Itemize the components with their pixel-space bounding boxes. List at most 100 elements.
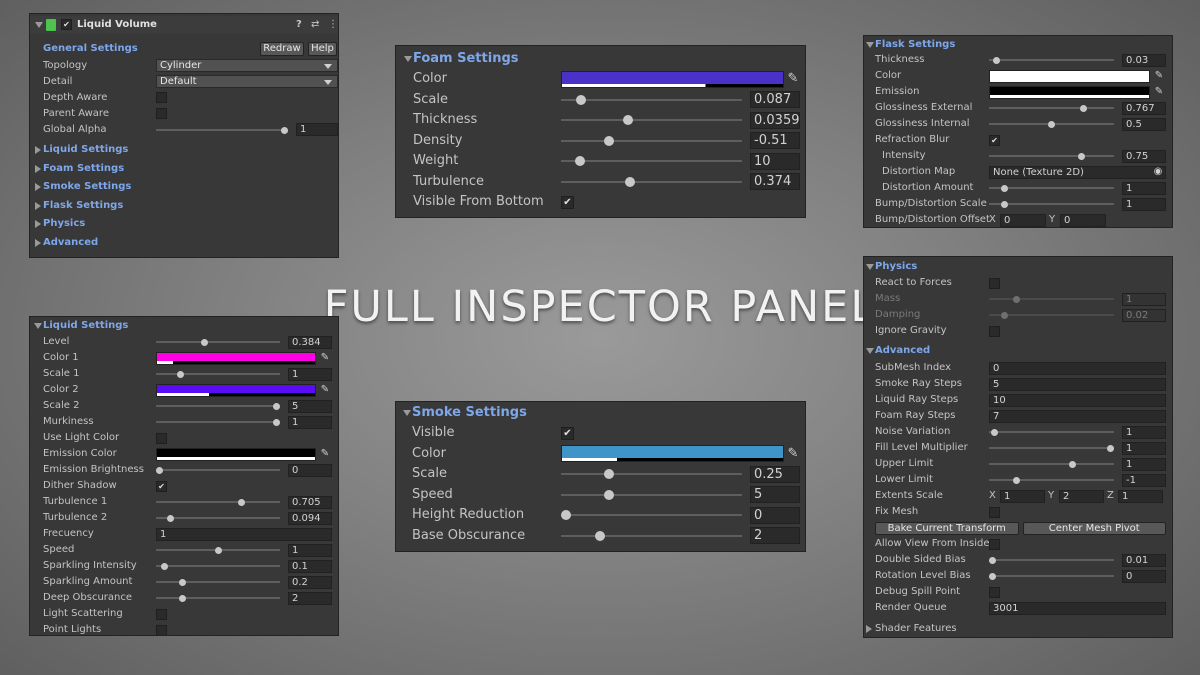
emission-color-color-swatch[interactable]	[156, 447, 316, 461]
sparkling-intensity-slider[interactable]	[156, 558, 280, 574]
emission-eyedropper-icon[interactable]: ✎	[1154, 86, 1164, 97]
fix-mesh-checkbox[interactable]	[989, 506, 1000, 518]
speed-field[interactable]: 5	[750, 486, 800, 504]
foldout-flask-settings[interactable]: Flask Settings	[30, 198, 338, 214]
glossiness-internal-field[interactable]: 0.5	[1122, 117, 1166, 131]
glossiness-external-slider[interactable]	[989, 100, 1114, 116]
scale-1-field[interactable]: 1	[288, 367, 332, 381]
foam-ray-steps-field[interactable]: 7	[989, 409, 1166, 423]
color-2-color-swatch[interactable]	[156, 383, 316, 397]
distortion-amount-slider[interactable]	[989, 180, 1114, 196]
color-eyedropper-icon[interactable]: ✎	[1154, 70, 1164, 81]
extents-scale-z-field[interactable]: 1	[1118, 489, 1163, 503]
foldout-liquid-settings[interactable]: Liquid Settings	[30, 142, 338, 158]
foldout-advanced[interactable]: Advanced	[30, 235, 338, 251]
rotation-level-bias-slider-knob[interactable]	[989, 572, 996, 580]
component-enabled-checkbox[interactable]: ✔	[61, 19, 72, 30]
base-obscurance-field[interactable]: 2	[750, 527, 800, 545]
foldout-physics[interactable]: Physics	[30, 216, 338, 232]
scale-field[interactable]: 0.25	[750, 465, 800, 483]
speed-slider[interactable]	[156, 542, 280, 558]
turbulence-slider[interactable]	[561, 172, 742, 193]
physics-header[interactable]: Physics	[864, 259, 1172, 275]
lower-limit-slider[interactable]	[989, 472, 1114, 488]
fill-level-multiplier-field[interactable]: 1	[1122, 441, 1166, 455]
emission-brightness-field[interactable]: 0	[288, 463, 332, 477]
depth-aware-checkbox[interactable]	[156, 92, 167, 103]
fill-level-multiplier-slider[interactable]	[989, 440, 1114, 456]
intensity-field[interactable]: 0.75	[1122, 149, 1166, 163]
rotation-level-bias-field[interactable]: 0	[1122, 569, 1166, 583]
double-sided-bias-field[interactable]: 0.01	[1122, 553, 1166, 567]
flask-settings-header[interactable]: Flask Settings	[864, 37, 1172, 53]
use-light-color-checkbox[interactable]	[156, 432, 167, 444]
parent-aware-checkbox[interactable]	[156, 108, 167, 119]
base-obscurance-slider[interactable]	[561, 526, 742, 547]
visible-checkbox[interactable]: ✔	[561, 426, 574, 440]
advanced-header[interactable]: Advanced	[864, 343, 1172, 359]
height-reduction-slider-knob[interactable]	[561, 510, 571, 521]
bake-current-transform-button[interactable]: Bake Current Transform	[875, 521, 1019, 535]
glossiness-internal-slider-knob[interactable]	[1048, 120, 1055, 128]
murkiness-field[interactable]: 1	[288, 415, 332, 429]
distortion-map-object-field[interactable]: None (Texture 2D)	[989, 165, 1166, 179]
thickness-field[interactable]: 0.03	[1122, 53, 1166, 67]
distortion-amount-field[interactable]: 1	[1122, 181, 1166, 195]
speed-slider[interactable]	[561, 485, 742, 506]
smoke-ray-steps-field[interactable]: 5	[989, 377, 1166, 391]
turbulence-1-field[interactable]: 0.705	[288, 495, 332, 509]
sparkling-intensity-field[interactable]: 0.1	[288, 559, 332, 573]
thickness-slider-knob[interactable]	[992, 56, 1000, 64]
thickness-field[interactable]: 0.0359	[750, 111, 800, 129]
noise-variation-slider[interactable]	[989, 424, 1114, 440]
foldout-foam-settings[interactable]: Foam Settings	[30, 161, 338, 177]
level-slider-knob[interactable]	[200, 338, 208, 346]
foldout-shader-features[interactable]: Shader Features	[864, 621, 1172, 637]
scale-slider-knob[interactable]	[603, 469, 614, 480]
liquid-ray-steps-field[interactable]: 10	[989, 393, 1166, 407]
deep-obscurance-slider-knob[interactable]	[179, 594, 187, 602]
scale-field[interactable]: 0.087	[750, 91, 800, 109]
upper-limit-slider-knob[interactable]	[1069, 460, 1077, 468]
weight-slider-knob[interactable]	[574, 156, 585, 167]
color-1-color-swatch[interactable]	[156, 351, 316, 365]
light-scattering-checkbox[interactable]	[156, 608, 167, 620]
turbulence-field[interactable]: 0.374	[750, 173, 800, 191]
sparkling-intensity-slider-knob[interactable]	[160, 562, 168, 570]
scale-2-field[interactable]: 5	[288, 399, 332, 413]
visible-from-bottom-checkbox[interactable]: ✔	[561, 195, 574, 209]
bump-distortion-offset-y-field[interactable]: 0	[1060, 213, 1106, 227]
glossiness-internal-slider[interactable]	[989, 116, 1114, 132]
turbulence-2-slider[interactable]	[156, 510, 280, 526]
color-1-eyedropper-icon[interactable]: ✎	[320, 352, 330, 363]
topology-dropdown[interactable]: Cylinder	[156, 59, 338, 72]
upper-limit-slider[interactable]	[989, 456, 1114, 472]
scale-slider-knob[interactable]	[575, 94, 586, 105]
refraction-blur-checkbox[interactable]: ✔	[989, 134, 1000, 146]
detail-dropdown[interactable]: Default	[156, 75, 338, 88]
weight-slider[interactable]	[561, 151, 742, 172]
global-alpha-slider[interactable]	[156, 122, 288, 138]
noise-variation-field[interactable]: 1	[1122, 425, 1166, 439]
double-sided-bias-slider[interactable]	[989, 552, 1114, 568]
submesh-index-field[interactable]: 0	[989, 361, 1166, 375]
sparkling-amount-field[interactable]: 0.2	[288, 575, 332, 589]
intensity-slider-knob[interactable]	[1077, 152, 1085, 160]
distortion-amount-slider-knob[interactable]	[1000, 184, 1008, 192]
upper-limit-field[interactable]: 1	[1122, 457, 1166, 471]
sparkling-amount-slider[interactable]	[156, 574, 280, 590]
height-reduction-field[interactable]: 0	[750, 506, 800, 524]
height-reduction-slider[interactable]	[561, 505, 742, 526]
turbulence-1-slider-knob[interactable]	[238, 498, 246, 506]
allow-view-from-inside-checkbox[interactable]	[989, 538, 1000, 550]
level-slider[interactable]	[156, 334, 280, 350]
scale-1-slider-knob[interactable]	[177, 370, 185, 378]
murkiness-slider[interactable]	[156, 414, 280, 430]
smoke-settings-header[interactable]: Smoke Settings	[396, 403, 805, 423]
ignore-gravity-checkbox[interactable]	[989, 325, 1000, 337]
intensity-slider[interactable]	[989, 148, 1114, 164]
global-alpha-field[interactable]: 1	[296, 123, 338, 136]
noise-variation-slider-knob[interactable]	[991, 428, 999, 436]
speed-slider-knob[interactable]	[603, 489, 614, 500]
dither-shadow-checkbox[interactable]: ✔	[156, 480, 167, 492]
